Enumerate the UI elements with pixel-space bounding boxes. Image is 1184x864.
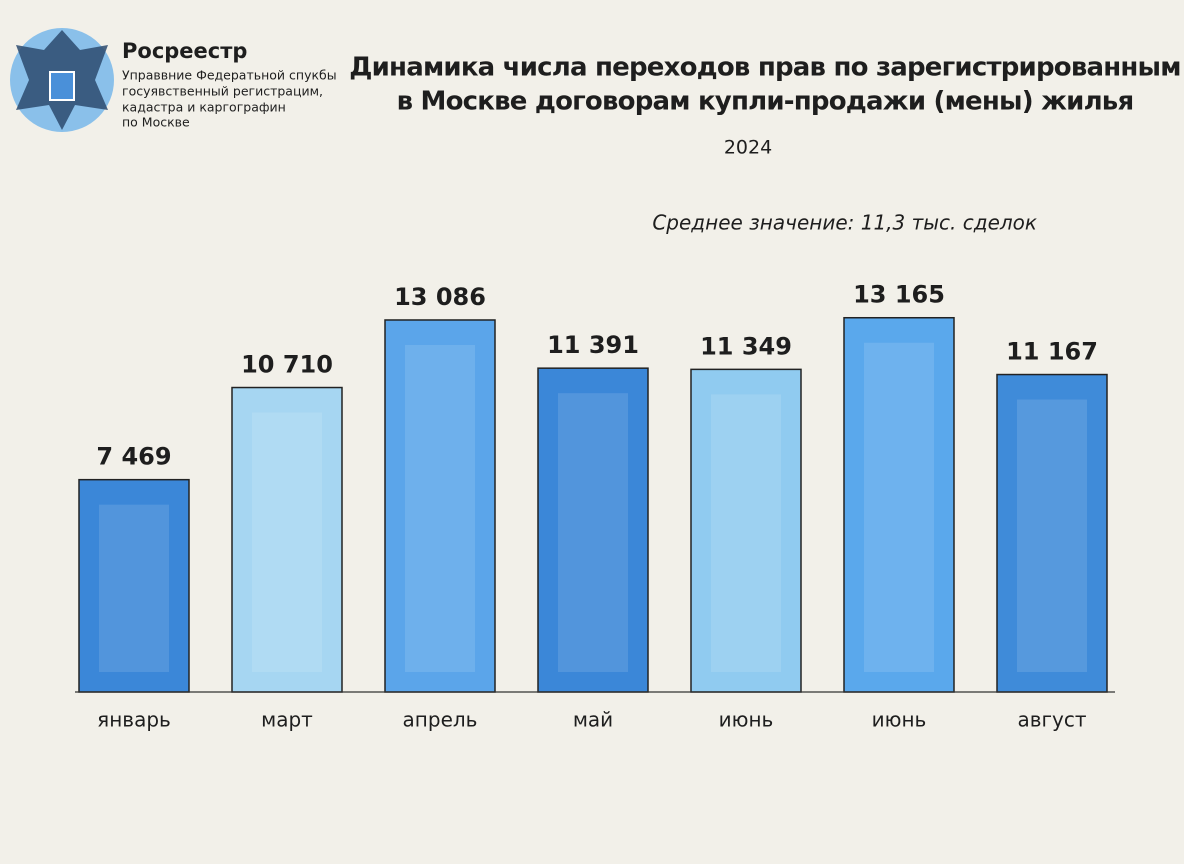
value-label: 11 391 <box>547 331 639 359</box>
annotation: Среднее значение: 11,3 тыс. сделок <box>652 211 1037 235</box>
logo-line: кадастра и каргографин <box>122 100 286 115</box>
chart-subtitle: 2024 <box>724 137 772 159</box>
bar-highlight <box>1017 399 1087 672</box>
bar <box>231 386 343 693</box>
x-tick-label: март <box>261 708 313 732</box>
bar-highlight <box>252 412 322 672</box>
logo-line: по Москве <box>122 115 190 130</box>
x-tick-label: январь <box>97 708 171 732</box>
logo-line: Управвние Федератьной спукбы <box>122 68 337 83</box>
bar-highlight <box>99 504 169 672</box>
x-tick-label: июнь <box>719 708 774 732</box>
bar-highlight <box>711 394 781 672</box>
x-tick-label: август <box>1017 708 1086 732</box>
bar <box>996 373 1108 693</box>
x-tick-label: май <box>573 708 613 732</box>
chart-title: Динамика числа переходов прав по зарегис… <box>349 53 1180 83</box>
value-label: 13 086 <box>394 283 486 311</box>
bar-highlight <box>558 393 628 672</box>
logo-line: госуявственный регистрацим, <box>122 84 323 99</box>
chart-title: в Москве договорам купли-продажи (мены) … <box>397 87 1134 117</box>
value-label: 11 167 <box>1006 338 1098 366</box>
value-label: 13 165 <box>853 281 945 309</box>
logo-emblem <box>10 28 114 132</box>
x-tick-label: июнь <box>872 708 927 732</box>
value-label: 10 710 <box>241 351 333 379</box>
bar-highlight <box>864 342 934 672</box>
value-label: 11 349 <box>700 332 792 360</box>
logo-title: Росреестр <box>122 39 247 63</box>
bar <box>78 478 190 693</box>
value-label: 7 469 <box>96 443 171 471</box>
bar-highlight <box>405 344 475 672</box>
x-tick-label: апрель <box>403 708 478 732</box>
